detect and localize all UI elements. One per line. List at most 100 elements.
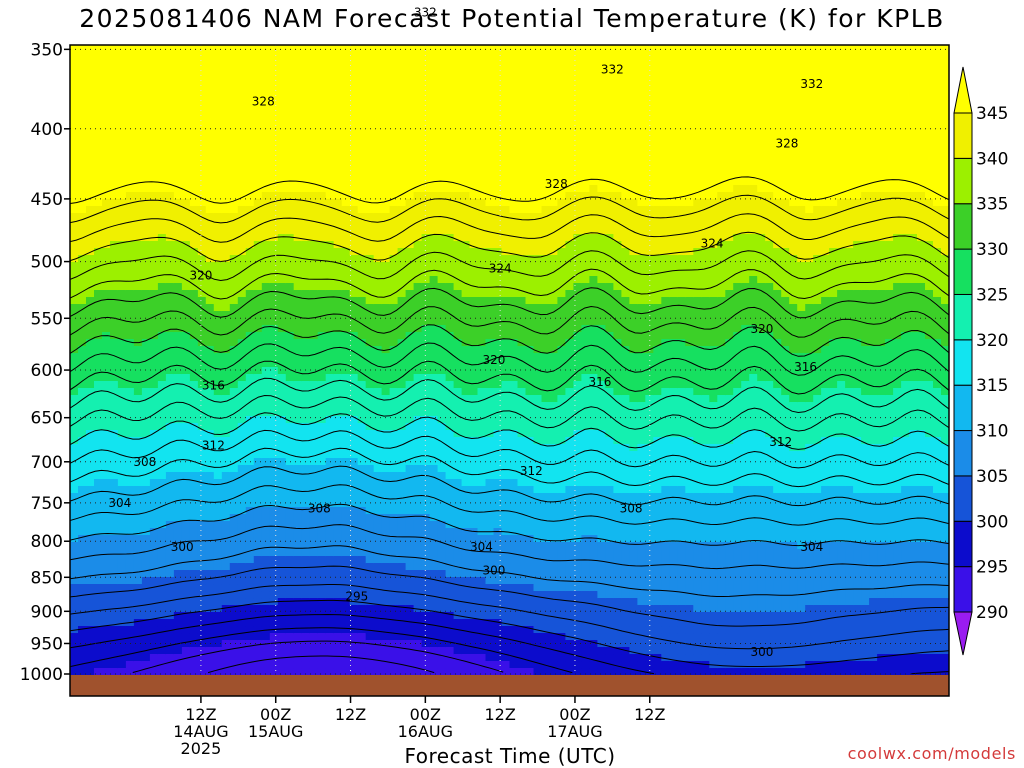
x-tick-label: 16AUG — [398, 722, 453, 741]
x-tick-label: 00Z — [410, 705, 441, 724]
contour-line — [70, 584, 949, 650]
contour-line — [70, 305, 949, 338]
contour-line — [70, 176, 949, 204]
colorbar-band — [953, 339, 973, 386]
colorbar-band — [953, 475, 973, 522]
y-tick-label: 1000 — [20, 665, 63, 685]
colorbar-band — [953, 566, 973, 613]
x-tick-label: 12Z — [634, 705, 665, 724]
contour-line — [70, 360, 949, 395]
contour-line — [70, 465, 949, 507]
colorbar-tick-label: 295 — [976, 558, 1008, 578]
colorbar-tick-label: 325 — [976, 285, 1008, 305]
colorbar-top-arrow — [953, 66, 973, 114]
contour-line — [70, 394, 949, 432]
contour-line — [70, 484, 949, 526]
x-tick-label: 00Z — [260, 705, 291, 724]
contour-line — [70, 231, 949, 263]
colorbar-tick-label: 290 — [976, 603, 1008, 623]
contour-label: 300 — [751, 645, 774, 659]
contour-label: 304 — [470, 540, 493, 554]
contour-label: 312 — [202, 438, 225, 452]
contour-line — [70, 194, 949, 224]
contour-label: 328 — [252, 94, 275, 108]
contour-line — [70, 342, 949, 376]
contour-label: 332 — [601, 62, 624, 76]
y-tick-label: 350 — [31, 40, 63, 60]
colorbar-tick-label: 320 — [976, 331, 1008, 351]
contour-line — [70, 250, 949, 282]
colorbar-tick-label: 300 — [976, 512, 1008, 532]
colorbar-band — [953, 430, 973, 477]
contour-label: 308 — [133, 455, 156, 469]
x-tick-label: 00Z — [559, 705, 590, 724]
contour-line — [70, 377, 949, 414]
y-tick-label: 650 — [31, 409, 63, 429]
colorbar-band — [953, 112, 973, 159]
contour-line — [70, 565, 949, 627]
contour-label: 316 — [588, 375, 611, 389]
contour-label: 300 — [482, 563, 505, 577]
contour-label: 324 — [489, 262, 512, 276]
colorbar-band — [953, 157, 973, 205]
y-tick-label: 850 — [31, 568, 63, 588]
colorbar-bottom-arrow — [953, 611, 973, 656]
contour-line — [70, 627, 573, 674]
contour-line — [70, 447, 949, 488]
y-tick-label: 550 — [31, 309, 63, 329]
contour-line — [70, 613, 949, 675]
y-tick-label: 950 — [31, 634, 63, 654]
contour-line — [70, 287, 949, 319]
colorbar-tick-label: 335 — [976, 195, 1008, 215]
contour-line — [70, 503, 949, 547]
contour-line — [70, 268, 949, 300]
x-tick-label: 17AUG — [547, 722, 602, 741]
contour-line — [70, 213, 949, 243]
contour-label: 320 — [751, 322, 774, 336]
contour-label: 320 — [189, 269, 212, 283]
ground-strip — [70, 675, 949, 696]
contour-line — [70, 324, 949, 357]
x-tick-label: 15AUG — [248, 722, 303, 741]
y-tick-label: 700 — [31, 453, 63, 473]
colorbar-band — [953, 293, 973, 341]
x-tick-label: 12Z — [185, 705, 216, 724]
contour-line — [70, 524, 949, 570]
chart-title: 2025081406 NAM Forecast Potential Temper… — [79, 4, 945, 33]
contour-label: 295 — [345, 590, 368, 604]
contour-label: 308 — [308, 501, 331, 515]
y-tick-label: 600 — [31, 361, 63, 381]
colorbar-tick-label: 345 — [976, 104, 1008, 124]
contour-label: 300 — [171, 540, 194, 554]
x-tick-label: 12Z — [484, 705, 515, 724]
credit-text: coolwx.com/models — [847, 744, 1016, 763]
x-tick-label: 14AUG — [173, 722, 228, 741]
contour-label: 304 — [108, 496, 131, 510]
y-tick-label: 900 — [31, 602, 63, 622]
contour-label: 316 — [202, 379, 225, 393]
contour-label: 328 — [545, 177, 568, 191]
y-tick-label: 450 — [31, 190, 63, 210]
contour-line — [70, 545, 949, 597]
contour-label: 304 — [800, 540, 823, 554]
colorbar-tick-label: 310 — [976, 422, 1008, 442]
contour-label: 320 — [482, 353, 505, 367]
contour-line — [70, 599, 949, 667]
y-tick-label: 500 — [31, 253, 63, 273]
contour-label: 312 — [769, 435, 792, 449]
y-tick-label: 800 — [31, 532, 63, 552]
x-tick-label: 2025 — [181, 739, 222, 758]
contour-label: 312 — [520, 464, 543, 478]
y-tick-label: 750 — [31, 494, 63, 514]
x-tick-label: 12Z — [335, 705, 366, 724]
colorbar-band — [953, 384, 973, 432]
contour-line — [132, 640, 504, 673]
y-tick-label: 400 — [31, 120, 63, 140]
colorbar-band — [953, 203, 973, 250]
contour-label: 332 — [414, 6, 437, 20]
contour-label: 328 — [775, 136, 798, 150]
contour-line — [207, 655, 435, 674]
colorbar-tick-label: 330 — [976, 240, 1008, 260]
colorbar-tick-label: 315 — [976, 376, 1008, 396]
